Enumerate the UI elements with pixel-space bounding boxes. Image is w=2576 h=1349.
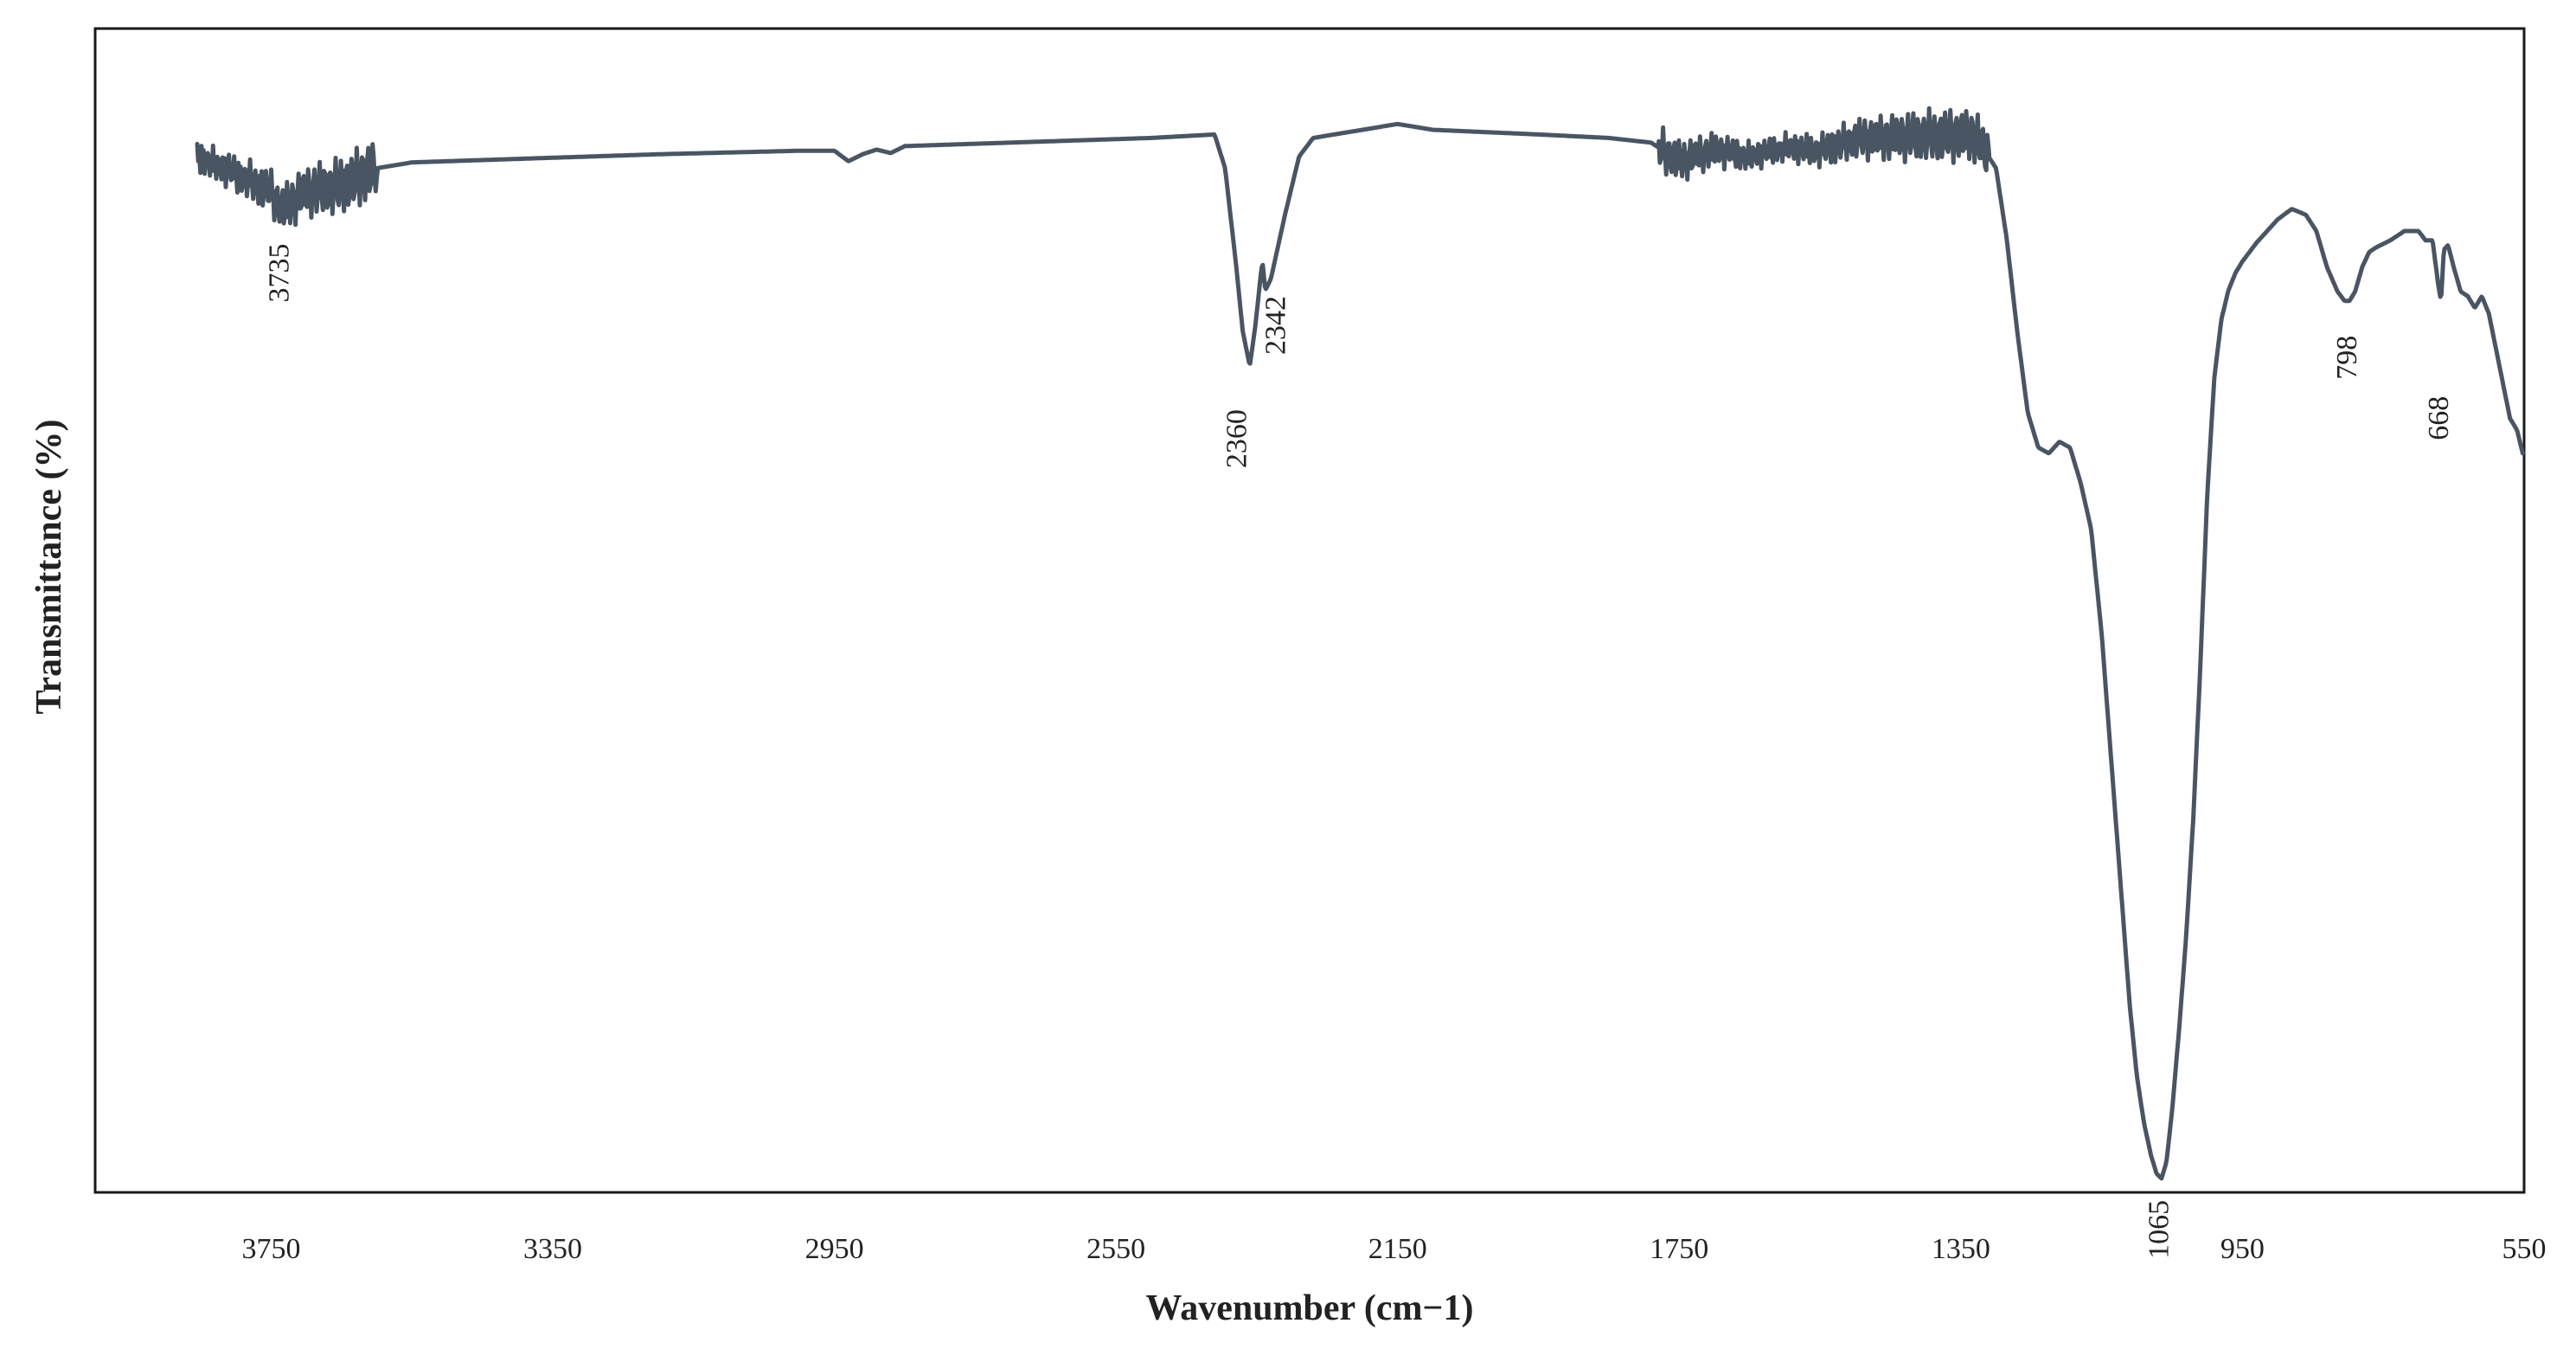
spectrum-line [195,106,2525,1181]
x-tick-label: 2950 [805,1233,864,1265]
x-tick-label: 2150 [1368,1233,1427,1265]
plot-area-frame [93,27,2526,1194]
x-tick-label: 950 [2220,1233,2265,1265]
y-axis-title: Transmittance (%) [29,420,69,715]
x-axis-tick-labels: 3750 3350 2950 2550 2150 1750 1350 950 550 [241,1233,2546,1265]
x-tick-label: 1750 [1650,1233,1708,1265]
peak-label: 668 [2423,396,2455,440]
x-axis-title: Wavenumber (cm−1) [1146,1288,1474,1328]
peak-label: 2342 [1259,296,1291,355]
peak-annotations: 3735 2360 2342 1065 798 668 [263,244,2454,1259]
peak-label: 798 [2331,336,2363,380]
x-tick-label: 550 [2502,1233,2547,1265]
x-tick-label: 3350 [523,1233,582,1265]
x-tick-label: 2550 [1086,1233,1145,1265]
peak-label: 2360 [1221,409,1253,468]
peak-label: 1065 [2143,1200,2176,1259]
peak-label: 3735 [263,244,295,303]
x-tick-label: 1350 [1932,1233,1990,1265]
x-tick-label: 3750 [241,1233,300,1265]
